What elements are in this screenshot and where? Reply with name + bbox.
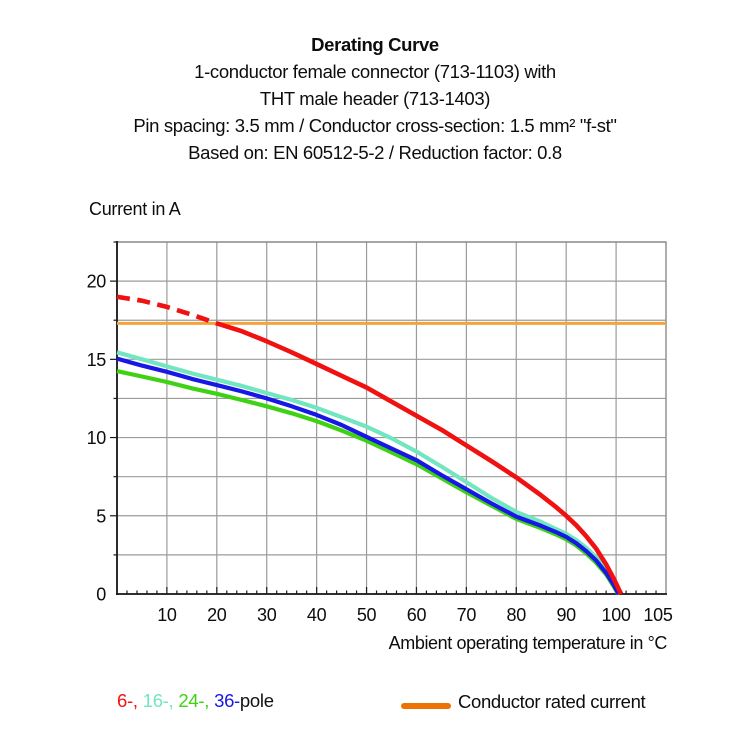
x-axis-title: Ambient operating temperature in °C <box>388 633 668 653</box>
x-tick-label: 40 <box>307 605 327 625</box>
y-tick-label: 20 <box>87 272 107 292</box>
chart-subtitle-line-1: 1-conductor female connector (713-1103) … <box>194 61 556 82</box>
x-tick-label: 100 <box>602 605 631 625</box>
legend-pole-item: pole <box>239 690 274 711</box>
legend-pole-item: 36- <box>214 690 240 711</box>
x-tick-label: 10 <box>157 605 177 625</box>
x-tick-label: 70 <box>457 605 477 625</box>
chart-subtitle-line-4: Based on: EN 60512-5-2 / Reduction facto… <box>188 142 562 163</box>
x-tick-label: 80 <box>507 605 527 625</box>
x-tick-label: 20 <box>207 605 227 625</box>
y-tick-label: 0 <box>96 585 106 605</box>
legend-pole-item: 6-, <box>117 690 138 711</box>
chart-subtitle-line-3: Pin spacing: 3.5 mm / Conductor cross-se… <box>133 115 617 136</box>
y-axis-title: Current in A <box>89 199 181 219</box>
pole-count-legend: 6-, 16-, 24-, 36-pole <box>117 690 274 712</box>
legend-pole-item: 16-, <box>142 690 174 711</box>
x-tick-label: 105 <box>643 605 672 625</box>
chart-title-block: Derating Curve 1-conductor female connec… <box>0 31 750 166</box>
curve-6-pole-dashed-segment <box>116 294 223 328</box>
x-tick-label: 60 <box>407 605 427 625</box>
rated-current-legend-swatch <box>401 703 451 709</box>
y-tick-label: 15 <box>87 350 107 370</box>
y-tick-label: 5 <box>96 506 106 526</box>
curve-24-pole <box>116 369 620 596</box>
y-tick-label: 10 <box>87 428 107 448</box>
curve-16-pole <box>116 350 622 595</box>
x-tick-label: 30 <box>257 605 277 625</box>
x-tick-label: 90 <box>556 605 576 625</box>
curve-36-pole <box>116 356 621 595</box>
plot-border <box>116 241 667 595</box>
chart-title: Derating Curve <box>311 34 439 55</box>
curve-6-pole <box>221 322 624 595</box>
chart-subtitle-line-2: THT male header (713-1403) <box>259 88 491 109</box>
x-tick-label: 50 <box>357 605 377 625</box>
rated-current-legend-label: Conductor rated current <box>458 691 646 712</box>
legend-pole-item: 24-, <box>178 690 210 711</box>
